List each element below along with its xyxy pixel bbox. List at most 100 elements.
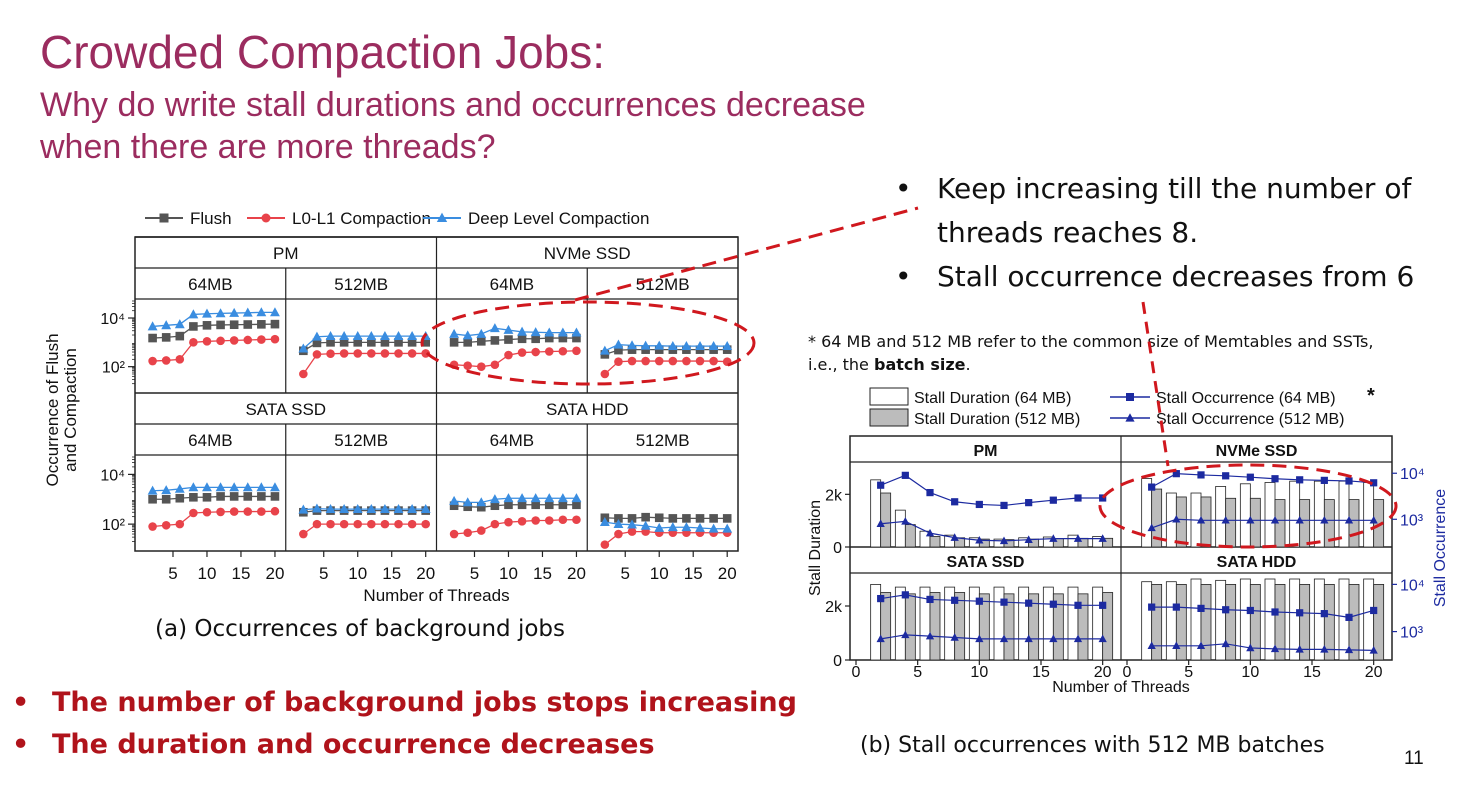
point-flush bbox=[229, 492, 239, 501]
x-tick-label: 0 bbox=[1123, 664, 1132, 681]
point-flush bbox=[421, 338, 431, 347]
batch-label: 512MB bbox=[334, 275, 388, 294]
legend-swatch bbox=[869, 387, 909, 406]
y-tick-label: 0 bbox=[833, 540, 842, 557]
y2-tick-label: 10⁴ bbox=[1400, 466, 1425, 483]
point-occ64 bbox=[1049, 496, 1057, 504]
highlight-ellipse-a bbox=[420, 300, 756, 386]
point-occ64 bbox=[877, 481, 885, 489]
point-occ512 bbox=[1320, 515, 1329, 524]
point-deep bbox=[229, 482, 240, 492]
series-line-deep bbox=[604, 344, 728, 352]
point-flush bbox=[531, 500, 540, 510]
point-l0l1 bbox=[627, 527, 637, 536]
point-l0l1 bbox=[229, 336, 239, 345]
legend-marker bbox=[159, 213, 169, 223]
point-flush bbox=[449, 338, 459, 347]
point-l0l1 bbox=[202, 507, 212, 517]
x-tick-label: 20 bbox=[265, 564, 284, 583]
x-tick-label: 10 bbox=[198, 564, 217, 583]
point-occ64 bbox=[1271, 608, 1279, 616]
bullet-dot: • bbox=[12, 729, 30, 760]
bar-dur512 bbox=[929, 536, 941, 548]
x-tick-label: 5 bbox=[1184, 664, 1193, 681]
point-flush bbox=[367, 338, 376, 347]
point-deep bbox=[708, 523, 719, 533]
x-axis-title: Number of Threads bbox=[1052, 679, 1190, 696]
point-flush bbox=[490, 336, 500, 345]
point-l0l1 bbox=[394, 349, 403, 358]
x-tick-label: 10 bbox=[1241, 664, 1259, 681]
point-l0l1 bbox=[641, 356, 650, 366]
point-flush bbox=[175, 493, 185, 503]
point-flush bbox=[229, 320, 239, 330]
series-line-flush bbox=[604, 349, 728, 355]
point-l0l1 bbox=[614, 357, 623, 367]
group-label: SATA SSD bbox=[947, 554, 1025, 571]
series-line-l0l1 bbox=[152, 338, 275, 362]
point-occ512 bbox=[876, 519, 885, 527]
point-flush bbox=[407, 338, 417, 347]
point-l0l1 bbox=[668, 356, 678, 366]
y-axis-title: Stall Duration bbox=[807, 500, 824, 596]
x-tick-label: 20 bbox=[1094, 664, 1112, 681]
point-occ512 bbox=[1295, 645, 1304, 653]
point-deep bbox=[708, 340, 719, 350]
point-occ64 bbox=[951, 596, 959, 604]
point-flush bbox=[202, 321, 212, 330]
point-deep bbox=[339, 330, 350, 340]
point-occ512 bbox=[1221, 639, 1230, 648]
point-deep bbox=[270, 307, 280, 317]
point-occ512 bbox=[876, 634, 885, 643]
point-deep bbox=[544, 327, 555, 337]
series-line-occ64 bbox=[1151, 606, 1374, 618]
point-deep bbox=[407, 503, 418, 514]
point-deep bbox=[352, 330, 363, 340]
point-occ512 bbox=[1073, 534, 1083, 542]
chart-a-background-jobs: Flush L0-L1 Compaction Deep Level Compacti… bbox=[43, 209, 739, 605]
x-tick-label: 20 bbox=[567, 564, 586, 583]
point-flush bbox=[517, 500, 527, 510]
point-l0l1 bbox=[367, 349, 376, 358]
point-flush bbox=[531, 334, 540, 344]
series-line-deep bbox=[604, 521, 728, 530]
legend-label: L0-L1 Compaction bbox=[292, 209, 431, 228]
x-tick-label: 20 bbox=[1365, 664, 1383, 681]
x-tick-label: 10 bbox=[970, 664, 988, 681]
point-deep bbox=[256, 307, 267, 317]
legend-label: Stall Occurrence (512 MB) bbox=[1156, 411, 1345, 428]
group-label: SATA HDD bbox=[1217, 554, 1297, 571]
point-flush bbox=[476, 502, 486, 512]
point-deep bbox=[188, 309, 199, 319]
x-tick-label: 20 bbox=[718, 564, 737, 583]
x-tick-label: 15 bbox=[232, 564, 251, 583]
point-l0l1 bbox=[257, 507, 266, 516]
point-deep bbox=[147, 485, 158, 495]
x-tick-label: 15 bbox=[1032, 664, 1050, 681]
series-line-deep bbox=[302, 335, 426, 350]
series-line-deep bbox=[454, 497, 577, 504]
point-flush bbox=[558, 500, 568, 510]
point-flush bbox=[312, 338, 322, 348]
point-deep bbox=[270, 482, 280, 492]
bar-dur512 bbox=[1077, 593, 1089, 661]
point-occ512 bbox=[1196, 641, 1206, 650]
point-l0l1 bbox=[216, 336, 225, 346]
point-flush bbox=[614, 345, 623, 355]
point-l0l1 bbox=[312, 350, 322, 359]
point-flush bbox=[243, 320, 253, 329]
point-deep bbox=[325, 503, 336, 514]
point-l0l1 bbox=[600, 369, 610, 379]
point-deep bbox=[462, 497, 473, 507]
legend-marker bbox=[261, 213, 271, 223]
series-line-flush bbox=[152, 323, 275, 339]
series-line-l0l1 bbox=[454, 350, 577, 368]
point-flush bbox=[627, 514, 637, 523]
y2-axis-title: Stall Occurrence bbox=[1432, 489, 1449, 607]
point-occ64 bbox=[1246, 473, 1254, 481]
point-deep bbox=[449, 495, 460, 505]
series-line-l0l1 bbox=[302, 523, 426, 535]
point-occ512 bbox=[999, 536, 1009, 545]
y-tick-label: 2k bbox=[825, 487, 843, 504]
